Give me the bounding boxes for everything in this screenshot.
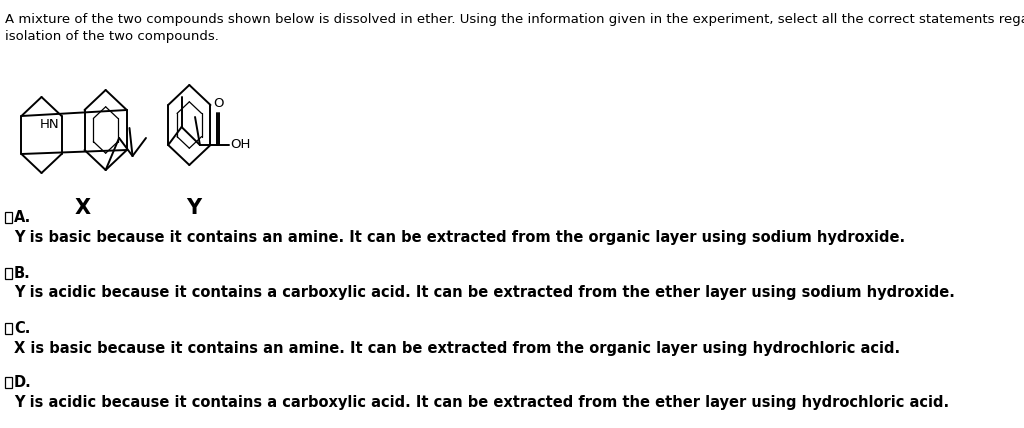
Text: Y is basic because it contains an amine. It can be extracted from the organic la: Y is basic because it contains an amine.… xyxy=(14,229,905,244)
Bar xyxy=(5,268,11,279)
Text: A.: A. xyxy=(14,210,32,225)
Bar xyxy=(5,377,11,388)
Text: A mixture of the two compounds shown below is dissolved in ether. Using the info: A mixture of the two compounds shown bel… xyxy=(5,13,1024,26)
Text: Y is acidic because it contains a carboxylic acid. It can be extracted from the : Y is acidic because it contains a carbox… xyxy=(14,395,949,410)
Bar xyxy=(5,323,11,334)
Text: X: X xyxy=(75,198,90,218)
Text: Y: Y xyxy=(186,198,202,218)
Text: Y is acidic because it contains a carboxylic acid. It can be extracted from the : Y is acidic because it contains a carbox… xyxy=(14,285,955,300)
Text: HN: HN xyxy=(40,118,59,131)
Bar xyxy=(5,212,11,223)
Text: OH: OH xyxy=(230,139,251,152)
Text: O: O xyxy=(213,97,223,110)
Text: X is basic because it contains an amine. It can be extracted from the organic la: X is basic because it contains an amine.… xyxy=(14,341,900,356)
Text: isolation of the two compounds.: isolation of the two compounds. xyxy=(5,30,219,43)
Text: B.: B. xyxy=(14,266,31,281)
Text: C.: C. xyxy=(14,321,31,336)
Text: D.: D. xyxy=(14,375,32,390)
